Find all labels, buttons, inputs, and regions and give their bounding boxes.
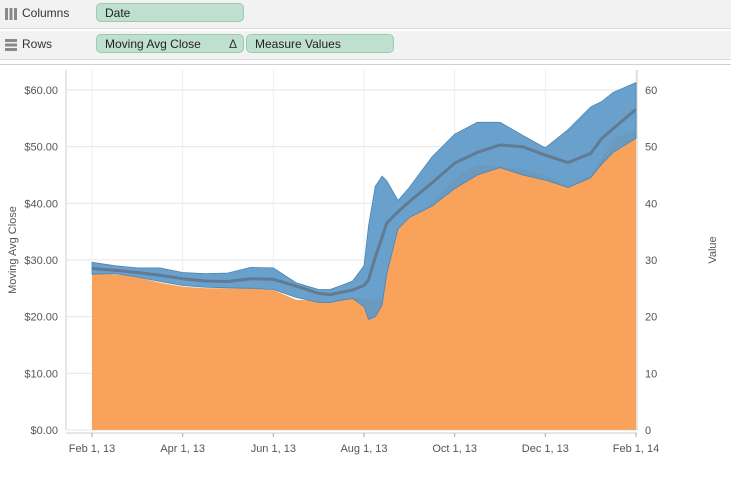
columns-shelf-label: Columns [22,6,70,20]
bollinger-band-series [91,81,637,321]
y-left-tick-label: $30.00 [24,255,58,267]
x-tick-label: Aug 1, 13 [340,443,387,455]
y-right-tick-label: 0 [645,425,651,437]
moving-avg-close-pill-label: Moving Avg Close [105,37,201,51]
date-pill-label: Date [105,6,131,20]
rows-icon [5,39,17,51]
x-tick-label: Feb 1, 13 [69,443,115,455]
y-right-axis-title: Value [707,236,719,263]
x-tick-label: Oct 1, 13 [432,443,477,455]
columns-icon [5,8,17,20]
x-tick-label: Feb 1, 14 [613,443,659,455]
y-left-tick-label: $40.00 [24,198,58,210]
chart-area: $0.00 $10.00 $20.00 $30.00 $40.00 $50.00 $60.0… [0,64,731,474]
y-left-tick-label: $0.00 [30,425,58,437]
y-left-axis-title: Moving Avg Close [7,206,19,294]
y-right-tick-label: 50 [645,142,657,154]
y-left-tick-label: $50.00 [24,142,58,154]
y-right-tick-label: 10 [645,368,657,380]
x-tick-label: Jun 1, 13 [251,443,296,455]
rows-shelf: Rows Moving Avg Close Δ Measure Values [0,31,731,60]
x-tick-label: Dec 1, 13 [522,443,569,455]
measure-values-pill-label: Measure Values [255,37,341,51]
y-right-tick-label: 60 [645,85,657,97]
moving-avg-close-pill[interactable]: Moving Avg Close Δ [96,34,244,53]
columns-shelf: Columns Date [0,0,731,29]
y-left-tick-label: $20.00 [24,312,58,324]
moving-avg-line [91,108,637,297]
x-tick-label: Apr 1, 13 [160,443,205,455]
y-right-tick-label: 30 [645,255,657,267]
value-area-series [92,129,636,430]
y-right-tick-label: 20 [645,312,657,324]
y-left-tick-label: $10.00 [24,368,58,380]
y-right-tick-label: 40 [645,198,657,210]
dual-axis-area-chart: $0.00 $10.00 $20.00 $30.00 $40.00 $50.00 $60.0… [7,70,719,455]
table-calc-delta-icon: Δ [228,37,237,51]
measure-values-pill[interactable]: Measure Values [246,34,394,53]
rows-shelf-label: Rows [22,37,53,51]
y-left-tick-label: $60.00 [24,85,58,97]
date-pill[interactable]: Date [96,3,244,22]
